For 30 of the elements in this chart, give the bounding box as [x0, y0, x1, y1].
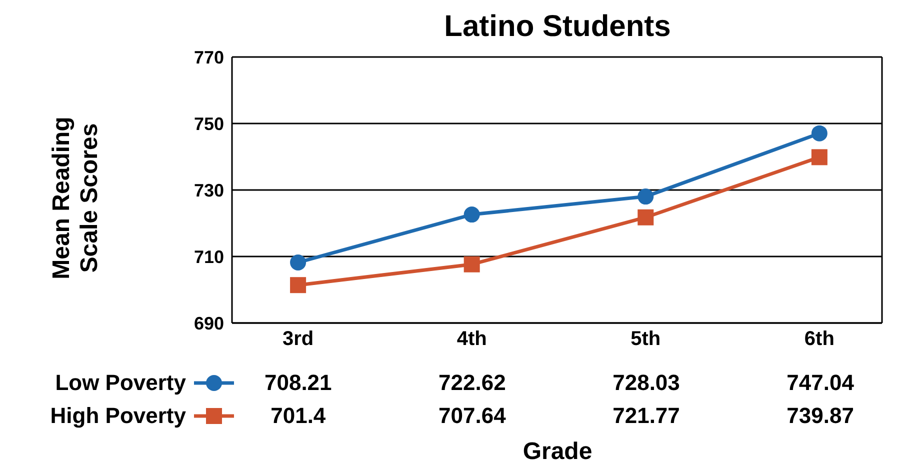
point	[290, 277, 306, 294]
point	[464, 256, 480, 272]
x-axis-title: Grade	[522, 438, 594, 466]
point	[811, 125, 828, 142]
point	[290, 254, 306, 270]
data-label: 728.03	[612, 370, 681, 396]
data-label: 708.21	[263, 370, 333, 396]
point	[464, 206, 480, 223]
data-label: 739.87	[786, 403, 855, 429]
legend-label: High Poverty	[50, 403, 186, 429]
x-tick-label: 6th	[804, 328, 834, 350]
x-tick-label: 3rd	[282, 328, 314, 350]
chart-title: Latino Students	[443, 10, 672, 44]
legend-label: Low Poverty	[55, 370, 186, 396]
data-label: 707.64	[438, 403, 507, 429]
data-label: 747.04	[786, 370, 855, 396]
data-label: 721.77	[612, 403, 681, 429]
data-label: 722.62	[438, 370, 507, 396]
y-tick-label: 710	[194, 246, 224, 267]
point	[638, 209, 654, 226]
y-axis-title: Mean Reading Scale Scores	[48, 116, 104, 282]
point	[638, 188, 654, 205]
data-label: 701.4	[270, 403, 327, 429]
x-tick-label: 4th	[456, 328, 487, 350]
x-tick-label: 5th	[630, 328, 661, 350]
point	[811, 149, 828, 166]
y-tick-label: 750	[194, 114, 224, 134]
y-tick-label: 770	[194, 47, 224, 68]
y-tick-label: 730	[194, 180, 224, 200]
y-tick-label: 690	[194, 313, 224, 334]
